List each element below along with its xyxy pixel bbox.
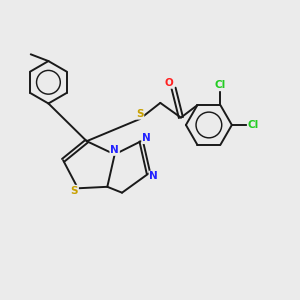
Text: N: N: [142, 133, 151, 143]
Text: O: O: [165, 78, 173, 88]
Text: S: S: [136, 109, 143, 119]
Text: Cl: Cl: [248, 120, 259, 130]
Text: S: S: [70, 186, 78, 196]
Text: N: N: [149, 172, 158, 182]
Text: Cl: Cl: [215, 80, 226, 90]
Text: N: N: [110, 145, 119, 155]
